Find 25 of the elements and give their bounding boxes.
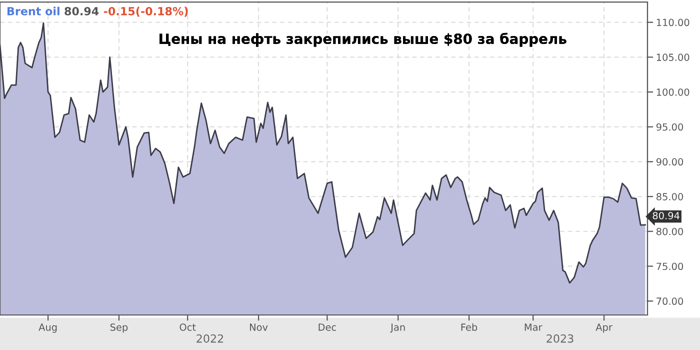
x-tick-label: Apr xyxy=(596,324,612,333)
annotation: 80.94 xyxy=(652,212,680,220)
x-tick-label: Oct xyxy=(180,324,196,331)
text: Цены на нефть закрепились выше $80 за баррель xyxy=(160,32,566,47)
text: 2023 xyxy=(546,334,574,343)
annotation: 80.94 xyxy=(64,6,99,16)
y-tick-label: 90.00 xyxy=(656,158,684,166)
y-tick-label: 95.00 xyxy=(656,123,684,131)
x-tick-label: Mar xyxy=(524,324,542,331)
y-tick-label: 80.00 xyxy=(656,228,684,236)
annotation: Brent oil xyxy=(7,6,60,16)
annotation: -0.15(-0.18%) xyxy=(104,6,188,17)
text: 2022 xyxy=(196,334,224,343)
x-tick-label: Nov xyxy=(250,324,268,331)
y-tick-label: 75.00 xyxy=(656,262,684,270)
x-tick-label: Sep xyxy=(110,324,128,333)
x-tick-label: Feb xyxy=(461,323,478,331)
y-tick-label: 110.00 xyxy=(656,18,690,26)
x-tick-label: Aug xyxy=(38,324,57,333)
y-tick-label: 85.00 xyxy=(656,193,684,200)
x-tick-label: Dec xyxy=(318,324,336,331)
y-tick-label: 70.00 xyxy=(656,298,684,305)
y-tick-label: 100.00 xyxy=(656,88,690,96)
x-tick-label: Jan xyxy=(390,324,405,333)
y-tick-label: 105.00 xyxy=(656,54,690,61)
